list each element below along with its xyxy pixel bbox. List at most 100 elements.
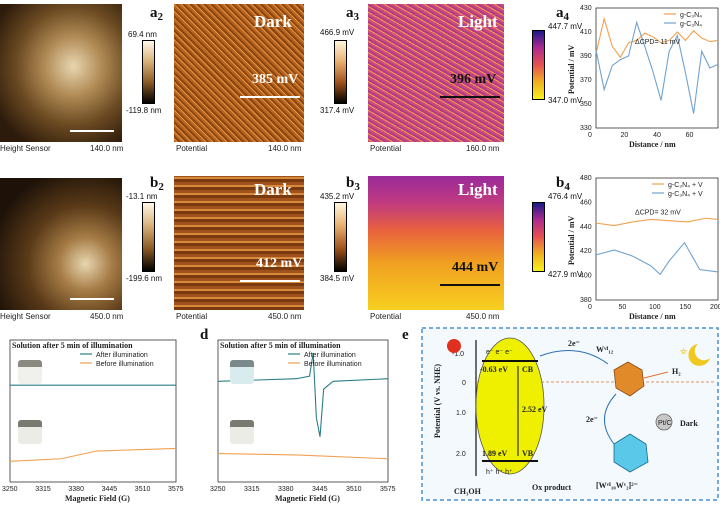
holes-text: h⁺ h⁺ h⁺	[486, 469, 513, 476]
e-ytick-2: 1.0	[456, 410, 466, 417]
y-axis-label: Potential / mV	[567, 44, 576, 94]
chart-a4: 0 20 40 60 330 350 370 390 410 430 Distance / nm Po…	[567, 5, 719, 149]
x-tick-label: 3380	[278, 486, 294, 493]
chart-title: Solution after 5 min of illumination	[12, 341, 133, 350]
e-axis-label: Potential (V vs. NHE)	[433, 364, 442, 438]
cb-min-height-b: -199.6 nm	[126, 274, 163, 283]
dark-scale-a: 140.0 nm	[268, 144, 302, 153]
scale-bar-a2	[240, 96, 300, 98]
series-line-orange	[595, 16, 719, 59]
moon-icon	[688, 344, 710, 366]
light-scale-a: 160.0 nm	[466, 144, 500, 153]
light-value-b: 444 mV	[452, 260, 499, 275]
dark-value-b: 412 mV	[256, 256, 303, 271]
y-tick-label: 410	[580, 29, 592, 36]
x-tick-label: 200	[710, 304, 720, 311]
plot-frame	[595, 177, 719, 301]
plot-frame	[9, 339, 177, 483]
dark-text: Dark	[680, 419, 698, 428]
transfer-arrow-mid	[604, 393, 617, 445]
colorbar-height-a	[142, 40, 155, 104]
vial-photo-d-after	[230, 360, 254, 384]
kpfm-dark-image-b	[174, 176, 304, 310]
x-tick-label: 3315	[35, 486, 51, 493]
series-line-blue	[595, 20, 719, 114]
legend-label: Before illumination	[304, 361, 362, 368]
two-e-mid: 2e⁻	[586, 415, 598, 424]
vial-photo-c-before	[18, 420, 42, 444]
x-tick-label: 100	[649, 304, 661, 311]
ox-text: Ox product	[532, 483, 572, 492]
chart-c: 3250 3315 3380 3445 3510 3575 Magnetic Field (…	[2, 339, 184, 503]
x-tick-label: 3510	[135, 486, 151, 493]
height-sensor-caption-a: Height Sensor	[0, 144, 51, 153]
pom-oxidized-icon	[613, 361, 645, 397]
scale-bar-a3	[440, 96, 500, 98]
label-e: e	[402, 327, 409, 343]
series-line-orange	[595, 217, 719, 227]
light-caption-a: Potential	[370, 144, 402, 153]
x-tick-label: 3575	[168, 486, 184, 493]
cpd-annotation: ΔCPD= 32 mV	[635, 210, 681, 217]
x-tick-label: 3380	[68, 486, 84, 493]
cb-max-dark-a: 466.9 mV	[320, 28, 355, 37]
cpd-annotation: ΔCPD= 11 mV	[635, 39, 681, 46]
semiconductor-ellipse	[475, 337, 545, 475]
gap-text: 2.52 eV	[522, 405, 548, 414]
cb-max-dark-b: 435.2 mV	[320, 192, 355, 201]
w12-text: Wᵛᴵ₁₂	[596, 345, 614, 354]
vb-value-text: 1.89 eV	[482, 449, 508, 458]
label-b2: b2	[150, 175, 164, 194]
series-line-before-illumination	[217, 453, 389, 460]
y-tick-label: 430	[580, 5, 592, 12]
cb-min-light-a: 347.0 mV	[548, 96, 583, 105]
height-sensor-scale-a: 140.0 nm	[90, 144, 124, 153]
x-tick-label: 3445	[102, 486, 118, 493]
height-sensor-caption-b: Height Sensor	[0, 312, 51, 321]
x-axis-label: Magnetic Field (G)	[65, 494, 130, 503]
cb-band	[482, 360, 538, 362]
series-line-after-illumination	[217, 352, 389, 437]
cb-max-height-a: 69.4 nm	[128, 30, 157, 39]
x-axis-label: Magnetic Field (G)	[275, 494, 340, 503]
reduced-text: [Wᵛᴵ₁₀Wᵛ₂]²⁻	[596, 481, 638, 490]
kpfm-dark-image-a	[174, 4, 304, 142]
ptc-text: Pt/C	[658, 420, 672, 427]
chart-d: 3250 3315 3380 3445 3510 3575 Magnetic Field (…	[210, 339, 396, 503]
x-axis-label: Distance / nm	[629, 312, 676, 321]
x-tick-label: 3510	[346, 486, 362, 493]
plot-frame	[217, 339, 389, 483]
y-tick-label: 420	[580, 248, 592, 255]
cb-max-light-a: 447.7 mV	[548, 22, 583, 31]
x-tick-label: 20	[621, 132, 629, 139]
two-e-top: 2e⁻	[568, 339, 580, 348]
label-d: d	[200, 327, 209, 343]
y-tick-label: 370	[580, 77, 592, 84]
x-tick-label: 3575	[380, 486, 396, 493]
height-sensor-image-b	[0, 178, 122, 310]
cb-max-height-b: -13.1 nm	[126, 192, 158, 201]
dark-title-b: Dark	[254, 180, 292, 199]
label-a2: a2	[150, 5, 163, 24]
dark-caption-a: Potential	[176, 144, 208, 153]
series-line-before-illumination	[9, 447, 177, 462]
legend-label: g-C₃N₄	[680, 12, 702, 19]
e-ytick-3: 2.0	[456, 451, 466, 458]
chart-title: Solution after 5 min of illumination	[220, 341, 341, 350]
cb-min-dark-b: 384.5 mV	[320, 274, 355, 283]
x-tick-label: 50	[619, 304, 627, 311]
colorbar-light-b	[532, 202, 545, 272]
label-b3: b3	[346, 175, 360, 194]
legend-label: g-C₃N₄ + V	[668, 182, 703, 189]
cb-max-light-b: 476.4 mV	[548, 192, 583, 201]
y-tick-label: 400	[580, 273, 592, 280]
ch3oh-text: CH₃OH	[454, 487, 482, 496]
label-a3: a3	[346, 5, 359, 24]
scale-bar-a1	[70, 130, 114, 132]
transfer-arrow-top	[539, 350, 609, 365]
chart-b4: 0 50 100 150 200 380 400 420 440 460 480 Distance /…	[567, 175, 720, 321]
sun-icon	[447, 339, 461, 353]
h2-arrow	[643, 371, 669, 379]
y-tick-label: 330	[580, 125, 592, 132]
electrons-text: e⁻ e⁻ e⁻	[486, 349, 513, 356]
